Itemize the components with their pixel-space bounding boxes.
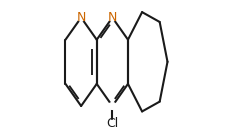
Text: Cl: Cl [106,117,119,130]
Text: N: N [76,11,86,24]
Ellipse shape [108,103,116,109]
Ellipse shape [108,14,116,21]
Ellipse shape [77,14,85,21]
Text: N: N [108,11,117,24]
